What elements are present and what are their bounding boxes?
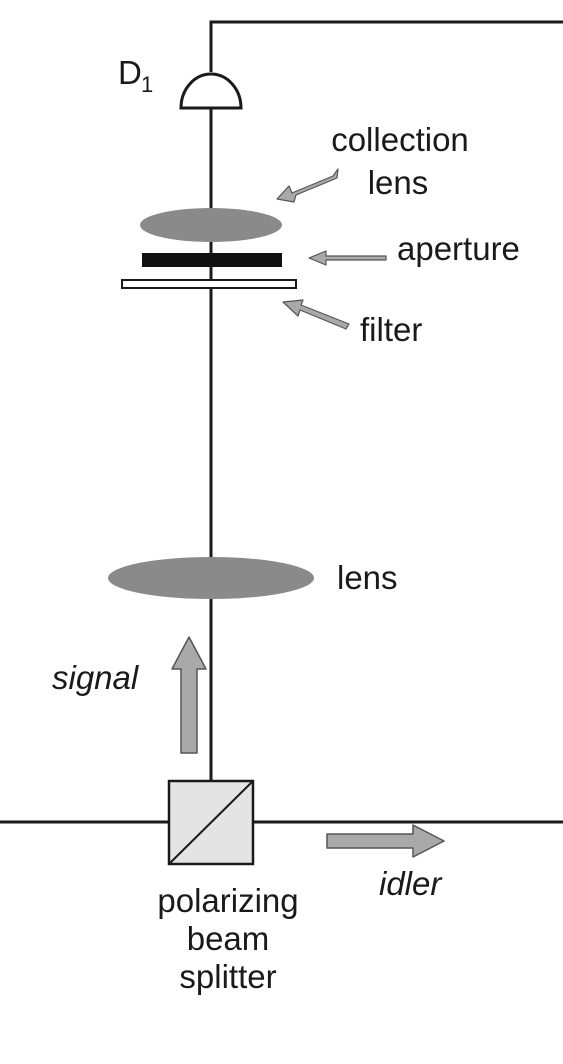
lens-label: lens xyxy=(337,559,398,596)
lens xyxy=(108,557,314,599)
detector-d1 xyxy=(179,72,243,110)
aperture xyxy=(142,253,282,267)
filter-label: filter xyxy=(360,311,422,348)
detector-wire xyxy=(209,20,563,72)
collection-lens-pointer-arrow xyxy=(276,168,339,203)
signal-label: signal xyxy=(52,659,140,696)
detector-label: D xyxy=(118,54,142,91)
idler-label: idler xyxy=(379,865,443,902)
polarizing-beam-splitter xyxy=(167,779,255,866)
aperture-pointer-arrow xyxy=(308,250,387,266)
collection-lens-label-line2: lens xyxy=(368,164,429,201)
filter-pointer-arrow xyxy=(282,299,350,330)
signal-direction-arrow xyxy=(171,636,207,754)
pbs-label-line2: beam xyxy=(187,920,270,957)
filter xyxy=(121,279,297,289)
detector-subscript: 1 xyxy=(141,72,153,97)
aperture-label: aperture xyxy=(397,230,520,267)
collection-lens-label-line1: collection xyxy=(331,121,469,158)
idler-direction-arrow xyxy=(326,824,445,858)
collection-lens xyxy=(140,208,282,242)
pbs-label-line1: polarizing xyxy=(157,882,298,919)
pbs-label-line3: splitter xyxy=(179,958,276,995)
